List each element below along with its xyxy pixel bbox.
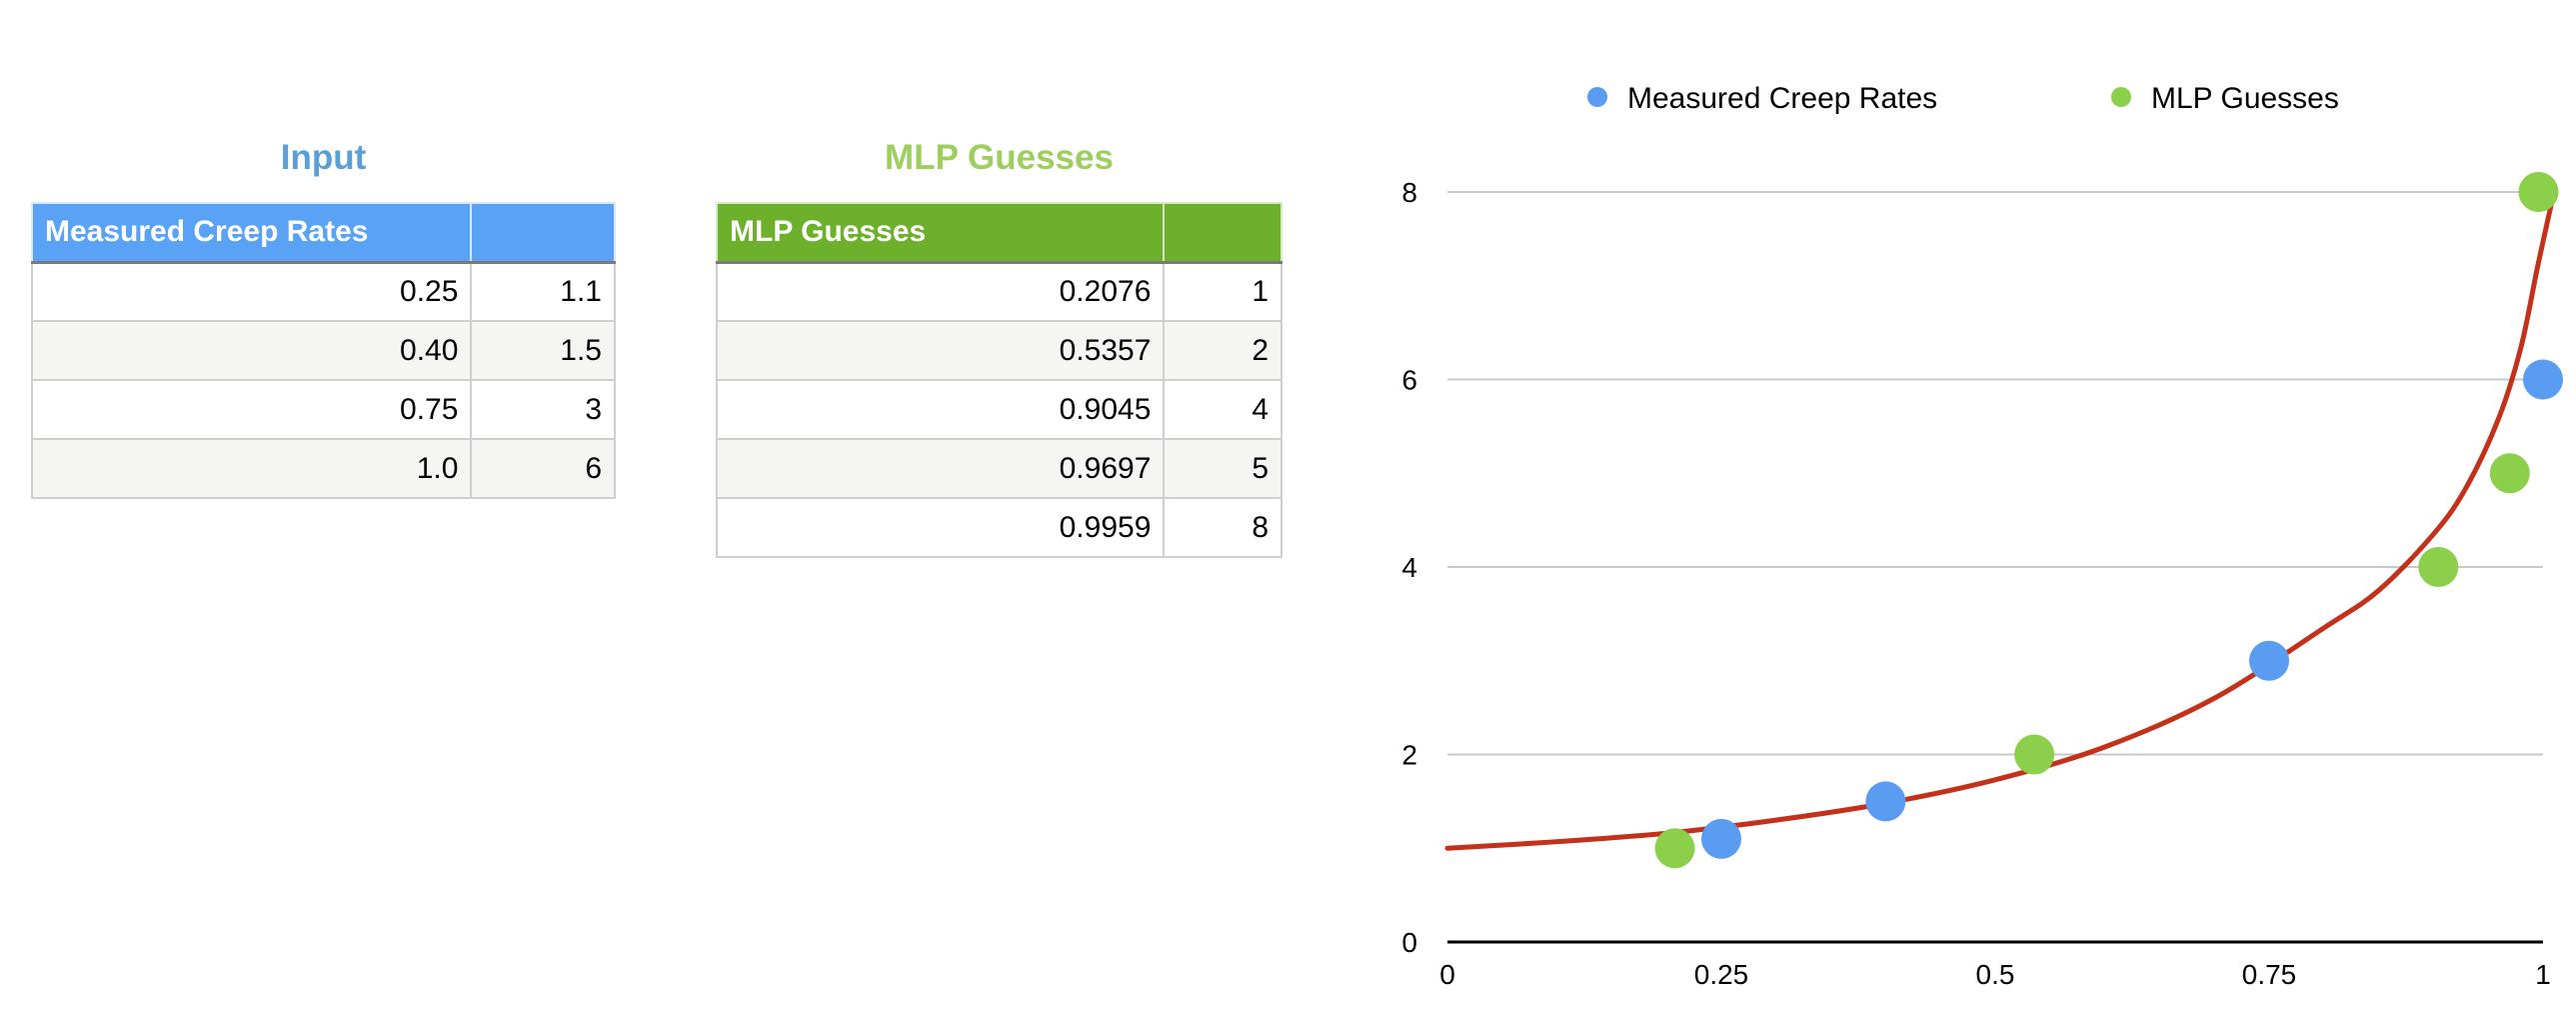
mlp-header-cell <box>1163 202 1283 264</box>
table-row: 0.9045 4 <box>715 379 1283 440</box>
table-row: 0.75 3 <box>30 379 616 440</box>
y-tick-label: 4 <box>1401 552 1417 583</box>
table-row: 0.40 1.5 <box>30 320 616 381</box>
table-cell: 3 <box>470 379 616 440</box>
table-cell: 0.9697 <box>715 438 1166 499</box>
fit-curve <box>1444 189 2557 851</box>
y-tick-label: 2 <box>1401 740 1417 771</box>
legend-label: Measured Creep Rates <box>1627 82 1937 115</box>
table-cell: 1 <box>1163 261 1283 322</box>
input-table-header-row: Measured Creep Rates <box>30 202 616 264</box>
legend-marker <box>1587 87 1607 107</box>
y-axis-ticks: 0 2 4 6 8 <box>1401 177 1417 958</box>
fit-curve-line <box>1444 189 2557 851</box>
table-cell: 1.0 <box>30 438 473 499</box>
table-row: 0.5357 2 <box>715 320 1283 381</box>
table-cell: 8 <box>1163 497 1283 558</box>
table-cell: 0.5357 <box>715 320 1166 381</box>
x-tick-label: 0.5 <box>1976 959 2015 990</box>
input-header-cell <box>470 202 616 264</box>
chart-grid <box>1447 191 2543 944</box>
mlp-point <box>2489 453 2530 494</box>
table-cell: 0.9959 <box>715 497 1166 558</box>
x-tick-label: 0.25 <box>1694 959 1749 990</box>
table-row: 0.25 1.1 <box>30 261 616 322</box>
input-header-cell: Measured Creep Rates <box>30 202 473 264</box>
chart-points <box>1654 172 2563 869</box>
table-row: 0.9697 5 <box>715 438 1283 499</box>
table-row: 1.0 6 <box>30 438 616 499</box>
table-cell: 2 <box>1163 320 1283 381</box>
mlp-point <box>2518 172 2559 212</box>
table-row: 0.2076 1 <box>715 261 1283 322</box>
table-cell: 0.2076 <box>715 261 1166 322</box>
x-tick-label: 0 <box>1439 959 1455 990</box>
table-cell: 0.9045 <box>715 379 1166 440</box>
table-cell: 6 <box>470 438 616 499</box>
table-cell: 0.75 <box>30 379 473 440</box>
legend-marker <box>2111 87 2131 107</box>
mlp-table: MLP Guesses 0.2076 1 0.5357 2 0.9045 4 0… <box>715 202 1283 558</box>
legend-label: MLP Guesses <box>2151 82 2339 115</box>
measured-point <box>2249 640 2289 681</box>
table-cell: 0.25 <box>30 261 473 322</box>
mlp-table-header-row: MLP Guesses <box>715 202 1283 264</box>
mlp-table-block: MLP Guesses MLP Guesses 0.2076 1 0.5357 … <box>715 138 1283 558</box>
mlp-table-title: MLP Guesses <box>885 138 1114 177</box>
mlp-header-cell: MLP Guesses <box>715 202 1166 264</box>
x-axis-ticks: 0 0.25 0.5 0.75 1 <box>1439 959 2551 990</box>
table-cell: 5 <box>1163 438 1283 499</box>
x-tick-label: 0.75 <box>2242 959 2297 990</box>
table-cell: 1.5 <box>470 320 616 381</box>
table-cell: 1.1 <box>470 261 616 322</box>
input-table-title: Input <box>280 138 367 177</box>
measured-point <box>1865 781 1906 822</box>
measured-point <box>1701 818 1741 859</box>
input-table-block: Input Measured Creep Rates 0.25 1.1 0.40… <box>30 138 616 499</box>
y-tick-label: 6 <box>1401 365 1417 396</box>
input-table: Measured Creep Rates 0.25 1.1 0.40 1.5 0… <box>30 202 616 499</box>
measured-point <box>2523 359 2563 400</box>
x-tick-label: 1 <box>2535 959 2551 990</box>
chart-legend: Measured Creep Rates MLP Guesses <box>1587 82 2339 115</box>
table-cell: 4 <box>1163 379 1283 440</box>
mlp-point <box>2014 734 2055 775</box>
table-cell: 0.40 <box>30 320 473 381</box>
y-tick-label: 0 <box>1401 927 1417 958</box>
y-tick-label: 8 <box>1401 177 1417 208</box>
table-row: 0.9959 8 <box>715 497 1283 558</box>
mlp-point <box>1654 828 1695 869</box>
mlp-point <box>2418 547 2459 587</box>
